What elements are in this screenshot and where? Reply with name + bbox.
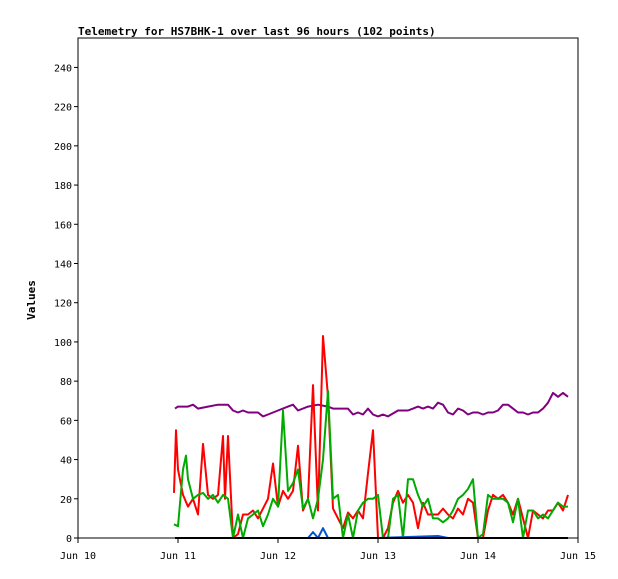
y-tick-label: 0 (66, 534, 72, 545)
y-tick-label: 240 (54, 63, 72, 74)
x-tick-label: Jun 14 (460, 551, 496, 562)
x-tick-label: Jun 10 (60, 551, 96, 562)
y-tick-label: 140 (54, 259, 72, 270)
series-line-3 (173, 389, 568, 539)
x-tick-label: Jun 15 (560, 551, 596, 562)
y-tick-label: 40 (60, 456, 72, 467)
x-tick-label: Jun 13 (360, 551, 396, 562)
y-tick-label: 80 (60, 377, 72, 388)
y-tick-label: 180 (54, 181, 72, 192)
y-tick-label: 220 (54, 103, 72, 114)
y-tick-label: 100 (54, 338, 72, 349)
y-tick-label: 60 (60, 416, 72, 427)
y-tick-label: 120 (54, 299, 72, 310)
x-tick-label: Jun 12 (260, 551, 296, 562)
y-axis: 0 20 40 60 80 100 120 140 160 180 200 220 240 (54, 63, 78, 545)
chart-title: Telemetry for HS7BHK-1 over last 96 hour… (78, 25, 436, 38)
y-tick-label: 200 (54, 142, 72, 153)
series-line-1 (174, 391, 569, 418)
series-line-2 (173, 335, 569, 539)
series-layer (173, 335, 569, 539)
x-tick-label: Jun 11 (160, 551, 196, 562)
y-tick-label: 160 (54, 220, 72, 231)
x-axis: Jun 10 Jun 11 Jun 12 Jun 13 Jun 14 Jun 15 (60, 538, 596, 562)
plot-frame (77, 37, 579, 539)
y-tick-label: 20 (60, 495, 72, 506)
y-axis-label: Values (25, 280, 38, 320)
